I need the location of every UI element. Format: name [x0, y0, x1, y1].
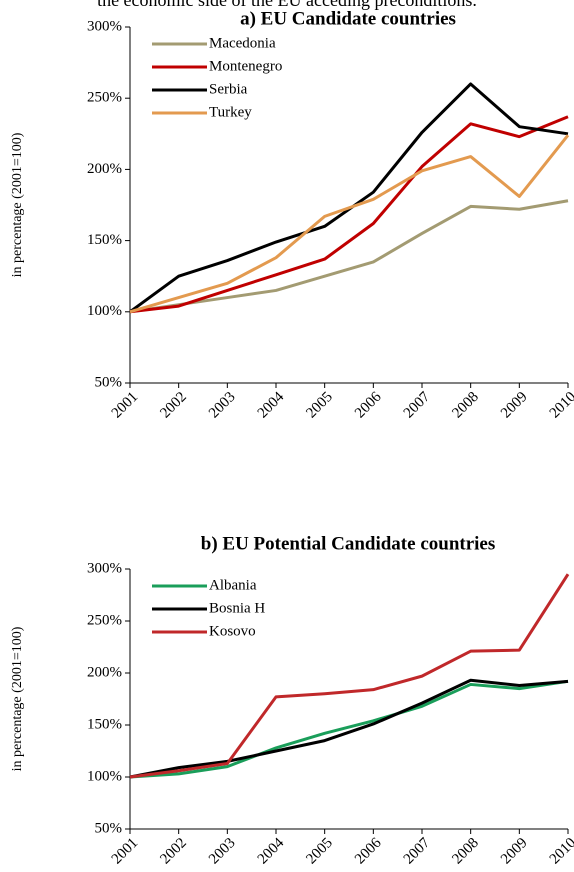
- chart-title: a) EU Candidate countries: [240, 8, 456, 29]
- y-tick-label: 300%: [87, 18, 122, 34]
- y-tick-label: 150%: [87, 716, 122, 732]
- x-tick-label: 2010: [547, 835, 574, 868]
- y-tick-label: 250%: [87, 612, 122, 628]
- x-tick-label: 2003: [206, 389, 239, 422]
- legend-label: Serbia: [209, 81, 248, 97]
- series-line: [129, 678, 569, 779]
- x-tick-label: 2005: [303, 835, 336, 868]
- series-line: [129, 199, 569, 314]
- series-line: [129, 679, 569, 779]
- x-tick-label: 2004: [255, 835, 288, 868]
- legend-label: Turkey: [209, 104, 252, 120]
- chart-title: b) EU Potential Candidate countries: [201, 533, 496, 554]
- x-tick-label: 2009: [498, 389, 531, 422]
- x-tick-label: 2001: [109, 835, 142, 868]
- series-line: [129, 573, 570, 779]
- caption: the economic side of the EU acceding pre…: [97, 0, 477, 10]
- y-axis-label: in percentage (2001=100): [10, 132, 25, 277]
- y-tick-label: 200%: [87, 161, 122, 177]
- legend-label: Kosovo: [209, 623, 256, 639]
- x-tick-label: 2005: [303, 389, 336, 422]
- y-tick-label: 100%: [87, 768, 122, 784]
- x-tick-label: 2006: [352, 389, 385, 422]
- y-tick-label: 50%: [95, 820, 123, 836]
- x-tick-label: 2001: [109, 389, 142, 422]
- x-tick-label: 2007: [401, 835, 434, 868]
- x-tick-label: 2004: [255, 389, 288, 422]
- y-tick-label: 100%: [87, 303, 122, 319]
- x-tick-label: 2002: [157, 835, 190, 868]
- x-tick-label: 2003: [206, 835, 239, 868]
- y-tick-label: 50%: [95, 374, 123, 390]
- x-tick-label: 2008: [449, 835, 482, 868]
- x-tick-label: 2006: [352, 835, 385, 868]
- y-tick-label: 200%: [87, 664, 122, 680]
- legend-label: Albania: [209, 577, 257, 593]
- y-axis-label: in percentage (2001=100): [10, 626, 25, 771]
- y-tick-label: 250%: [87, 90, 122, 106]
- series-line: [129, 134, 570, 314]
- legend-label: Macedonia: [209, 35, 276, 51]
- series-line: [129, 115, 569, 314]
- series-line: [129, 82, 569, 314]
- y-tick-label: 150%: [87, 232, 122, 248]
- legend-label: Bosnia H: [209, 600, 265, 616]
- y-tick-label: 300%: [87, 560, 122, 576]
- legend-label: Montenegro: [209, 58, 282, 74]
- x-tick-label: 2002: [157, 389, 190, 422]
- x-tick-label: 2007: [401, 389, 434, 422]
- x-tick-label: 2009: [498, 835, 531, 868]
- x-tick-label: 2008: [449, 389, 482, 422]
- x-tick-label: 2010: [547, 389, 574, 422]
